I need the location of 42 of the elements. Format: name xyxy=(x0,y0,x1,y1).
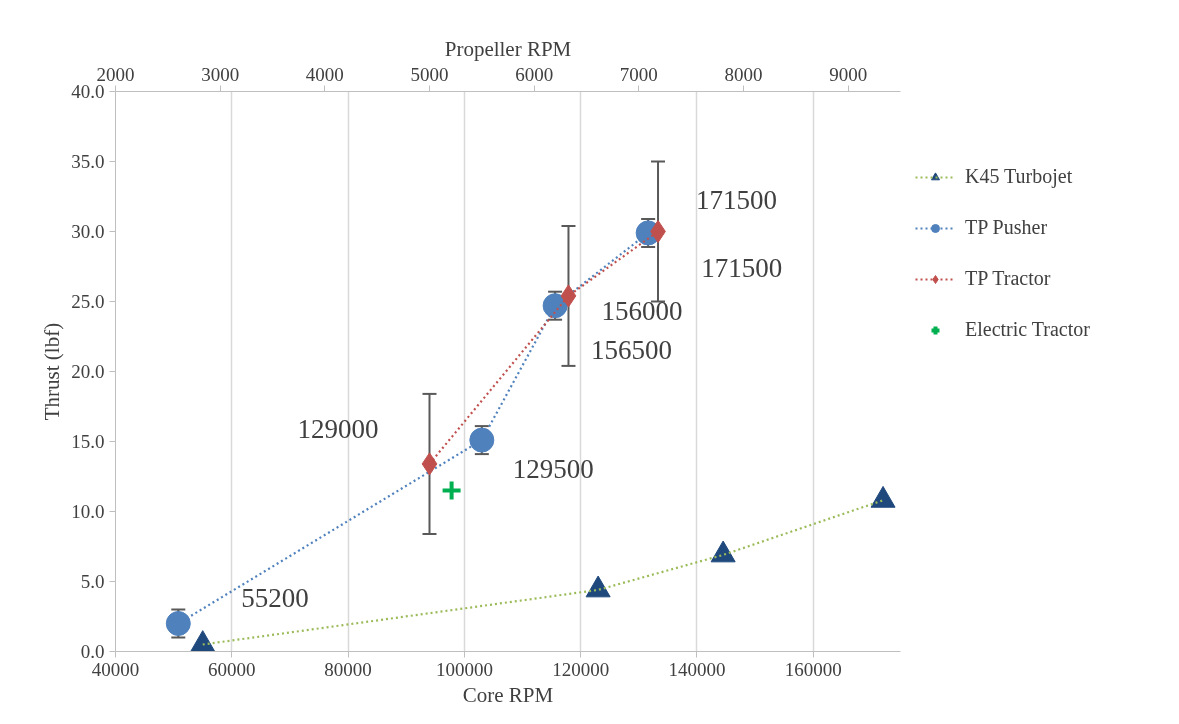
x-tick-label: 120000 xyxy=(552,658,610,680)
x-tick-label: 140000 xyxy=(668,658,726,680)
x-tick-label: 60000 xyxy=(208,658,256,680)
legend-label: K45 Turbojet xyxy=(965,165,1073,188)
annotation: 171500 xyxy=(701,252,783,283)
x-tick-label: 160000 xyxy=(784,658,842,680)
annotation: 171500 xyxy=(696,184,778,215)
y-tick-label: 25.0 xyxy=(71,291,105,312)
point xyxy=(469,427,495,453)
annotation: 156500 xyxy=(591,334,673,365)
x-tick-label: 80000 xyxy=(324,658,372,680)
x2-tick-label: 7000 xyxy=(619,63,658,85)
annotation: 55200 xyxy=(241,582,309,613)
y-tick-label: 10.0 xyxy=(71,501,105,522)
x2-tick-label: 8000 xyxy=(724,63,763,85)
annotation: 129500 xyxy=(512,454,594,485)
y-axis-title: Thrust (lbf) xyxy=(40,322,65,421)
point xyxy=(190,630,216,652)
x2-tick-label: 3000 xyxy=(201,63,240,85)
legend-label: TP Tractor xyxy=(965,267,1051,290)
point xyxy=(560,284,577,308)
x-tick-label: 100000 xyxy=(435,658,493,680)
x-axis-title: Core RPM xyxy=(462,682,554,707)
x2-axis-title: Propeller RPM xyxy=(444,36,572,61)
y-tick-label: 15.0 xyxy=(71,431,105,452)
point xyxy=(870,485,896,508)
x2-tick-label: 5000 xyxy=(410,63,449,85)
y-tick-label: 30.0 xyxy=(71,221,105,242)
point xyxy=(585,575,611,598)
x2-tick-label: 9000 xyxy=(829,63,868,85)
y-tick-label: 35.0 xyxy=(71,151,105,172)
x2-tick-label: 6000 xyxy=(515,63,554,85)
legend-label: TP Pusher xyxy=(965,216,1048,239)
annotation: 129000 xyxy=(297,413,379,444)
point xyxy=(710,540,736,563)
annotation: 156000 xyxy=(601,295,683,326)
point xyxy=(440,479,463,502)
point xyxy=(421,452,438,476)
y-tick-label: 5.0 xyxy=(80,571,105,592)
x2-tick-label: 4000 xyxy=(305,63,344,85)
legend-label: Electric Tractor xyxy=(965,318,1090,341)
y-tick-label: 20.0 xyxy=(71,361,105,382)
